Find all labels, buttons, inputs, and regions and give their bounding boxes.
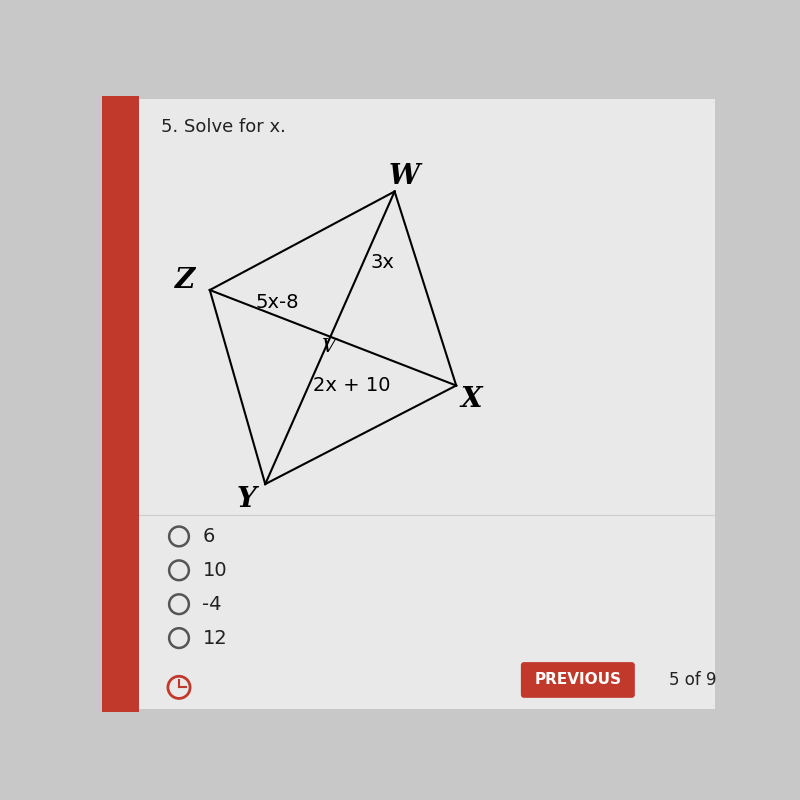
Text: 2x + 10: 2x + 10 [313, 376, 390, 395]
Bar [102, 96, 139, 712]
Text: 5. Solve for x.: 5. Solve for x. [161, 118, 286, 136]
Text: V: V [321, 338, 335, 356]
Text: X: X [461, 386, 482, 413]
Text: Y: Y [237, 486, 257, 513]
Text: 12: 12 [202, 629, 227, 647]
FancyBboxPatch shape [138, 99, 715, 709]
Text: 10: 10 [202, 561, 227, 580]
FancyBboxPatch shape [521, 662, 635, 698]
Text: PREVIOUS: PREVIOUS [534, 673, 622, 687]
Text: 3x: 3x [370, 253, 394, 272]
Text: 5 of 9: 5 of 9 [669, 671, 716, 689]
Text: 6: 6 [202, 527, 214, 546]
Text: -4: -4 [202, 594, 222, 614]
Text: W: W [388, 162, 419, 190]
Text: 5x-8: 5x-8 [256, 293, 299, 312]
Text: Z: Z [175, 267, 195, 294]
